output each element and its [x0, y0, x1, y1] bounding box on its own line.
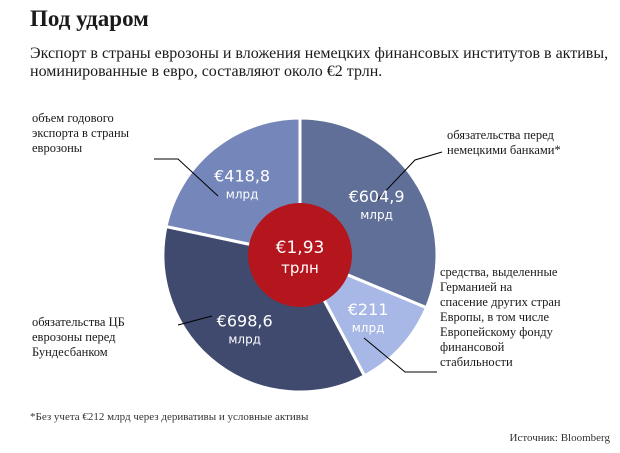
total-unit: трлн	[281, 259, 319, 277]
slice-label-bank-liabilities: обязательства перед немецкими банками*	[447, 128, 561, 157]
total-value: €1,93	[276, 238, 325, 258]
slice-label-central-bank-liabilities: обязательства ЦБ еврозоны перед Бундесба…	[32, 315, 125, 359]
slice-unit-rescue-funds: млрд	[352, 321, 385, 335]
slice-label-rescue-funds: средства, выделенные Германией на спасен…	[440, 265, 561, 369]
leader-line-central-bank-liabilities	[177, 315, 213, 326]
slice-unit-bank-liabilities: млрд	[360, 208, 393, 222]
chart-subtitle: Экспорт в страны еврозоны и вложения нем…	[30, 45, 609, 80]
leader-line-annual-exports	[154, 158, 219, 197]
total-center-circle	[248, 203, 352, 307]
footnote: *Без учета €212 млрд через деривативы и …	[30, 411, 309, 423]
slice-value-annual-exports: €418,8	[214, 166, 270, 185]
leader-line-bank-liabilities	[376, 151, 443, 201]
slice-unit-annual-exports: млрд	[226, 187, 259, 201]
slice-label-annual-exports: объем годового экспорта в страны еврозон…	[32, 111, 130, 155]
slice-value-rescue-funds: €211	[348, 300, 389, 319]
source-credit: Источник: Bloomberg	[509, 432, 610, 444]
slice-value-bank-liabilities: €604,9	[349, 187, 405, 206]
slice-unit-central-bank-liabilities: млрд	[228, 333, 261, 347]
chart-title: Под ударом	[30, 6, 149, 31]
leader-line-rescue-funds	[363, 337, 437, 373]
slice-value-central-bank-liabilities: €698,6	[217, 312, 273, 331]
pie-slice-central-bank-liabilities	[161, 224, 367, 394]
